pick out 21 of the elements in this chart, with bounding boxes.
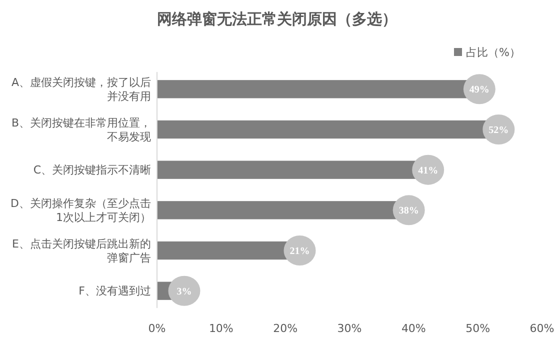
y-tick-label: A、虚假关闭按键，按了以后并没有用 xyxy=(11,76,151,103)
data-label: 52% xyxy=(488,124,509,136)
data-label: 21% xyxy=(290,246,310,258)
y-tick-label: C、关闭按键指示不清晰 xyxy=(33,164,151,177)
y-tick-label: D、关闭操作复杂（至少点击1次以上才可关闭） xyxy=(10,197,151,224)
data-label: 38% xyxy=(398,206,419,217)
data-label: 49% xyxy=(469,84,490,96)
legend-label: 占比（%） xyxy=(466,46,520,59)
data-label: 3% xyxy=(176,286,192,298)
x-tick-label: 20% xyxy=(273,322,298,335)
y-tick-label: B、关闭按键在非常用位置，不易发现 xyxy=(11,116,151,144)
x-tick-label: 10% xyxy=(208,322,234,335)
x-tick-label: 60% xyxy=(530,322,554,335)
x-tick-label: 30% xyxy=(337,322,362,335)
y-tick-label: F、没有遇到过 xyxy=(78,284,151,298)
chart-title: 网络弹窗无法正常关闭原因（多选） xyxy=(157,10,397,28)
y-tick-label: E、点击关闭按键后跳出新的弹窗广告 xyxy=(12,237,151,264)
x-tick-label: 40% xyxy=(401,322,426,335)
data-label: 41% xyxy=(418,165,438,176)
x-tick-label: 0% xyxy=(148,322,166,335)
x-tick-label: 50% xyxy=(466,322,490,335)
